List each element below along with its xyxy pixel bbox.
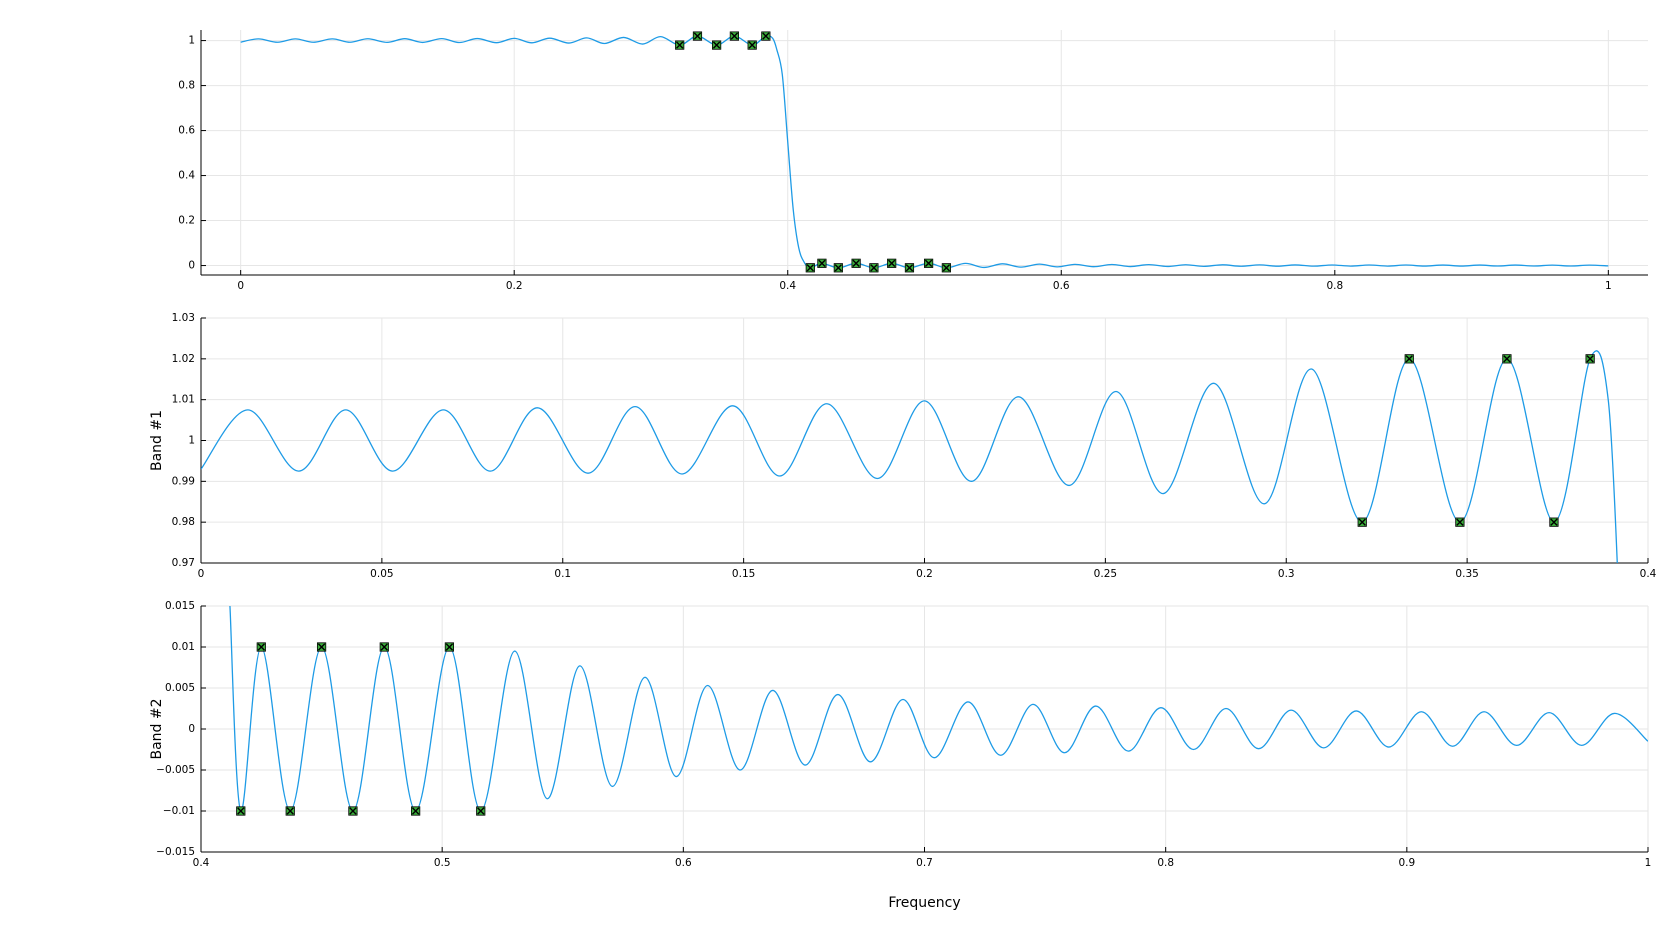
y-tick-label: 1.02	[172, 353, 195, 365]
y-tick-label: −0.01	[163, 805, 195, 817]
subplot: 0 0.2 0.4 0.6 0.8 1 0 0.2 0.4 0.6 0.8 1	[178, 30, 1648, 292]
plot-area	[201, 350, 1618, 563]
marker	[712, 40, 722, 50]
marker	[411, 806, 421, 816]
x-tick-label: 1	[1645, 857, 1652, 869]
marker	[817, 258, 827, 268]
marker	[256, 642, 266, 652]
x-axis-label: Frequency	[888, 895, 960, 911]
y-tick-label: 0.99	[172, 475, 195, 487]
x-tick-label: 0.2	[506, 280, 523, 292]
marker	[747, 40, 757, 50]
marker	[1455, 517, 1465, 527]
marker	[941, 263, 951, 273]
marker	[285, 806, 295, 816]
x-tick-label: 0.25	[1094, 568, 1117, 580]
plot-area	[229, 606, 1648, 812]
x-tick-label: 0	[237, 280, 244, 292]
line	[229, 606, 1648, 812]
x-tick-label: 0.9	[1398, 857, 1415, 869]
subplot: 0 0.05 0.1 0.15 0.2 0.25 0.3 0.35 0.4 0.97 0.98 0.9…	[149, 312, 1657, 580]
y-tick-label: −0.005	[156, 764, 195, 776]
marker	[476, 806, 486, 816]
y-tick-label: 0.015	[165, 600, 195, 612]
marker	[236, 806, 246, 816]
x-tick-label: 0.8	[1157, 857, 1174, 869]
x-tick-label: 0.4	[193, 857, 210, 869]
y-tick-label: 0.01	[172, 641, 195, 653]
y-tick-label: 0	[188, 260, 195, 272]
x-tick-label: 0.8	[1326, 280, 1343, 292]
y-tick-label: 0	[188, 723, 195, 735]
line	[201, 350, 1618, 563]
marker	[924, 258, 934, 268]
marker	[851, 258, 861, 268]
x-tick-label: 0.3	[1278, 568, 1295, 580]
x-tick-label: 0	[198, 568, 205, 580]
y-axis-label: Band #1	[149, 410, 165, 471]
marker	[1357, 517, 1367, 527]
x-tick-label: 0.1	[554, 568, 571, 580]
x-tick-label: 1	[1605, 280, 1612, 292]
marker	[729, 31, 739, 41]
marker	[1404, 354, 1414, 364]
y-tick-label: 0.4	[178, 170, 195, 182]
marker	[348, 806, 358, 816]
marker	[1585, 354, 1595, 364]
marker	[1549, 517, 1559, 527]
x-tick-label: 0.6	[1053, 280, 1070, 292]
x-tick-label: 0.7	[916, 857, 933, 869]
y-tick-label: 0.97	[172, 557, 195, 569]
marker	[904, 263, 915, 273]
y-tick-label: 0.6	[178, 125, 195, 137]
y-tick-label: 0.2	[178, 215, 195, 227]
line	[240, 34, 1609, 269]
marker	[1502, 354, 1512, 364]
x-tick-label: 0.4	[1640, 568, 1657, 580]
y-tick-label: 1	[188, 35, 195, 47]
x-tick-label: 0.15	[732, 568, 755, 580]
marker	[379, 642, 389, 652]
marker	[316, 642, 327, 652]
marker	[833, 263, 843, 273]
y-tick-label: 0.98	[172, 516, 195, 528]
y-tick-label: 1	[188, 435, 195, 447]
y-axis-label: Band #2	[149, 698, 165, 759]
plot-area	[240, 34, 1609, 269]
x-tick-label: 0.35	[1455, 568, 1478, 580]
marker	[675, 40, 685, 50]
x-tick-label: 0.5	[434, 857, 451, 869]
y-tick-label: 1.03	[172, 312, 195, 324]
y-tick-label: 1.01	[172, 394, 195, 406]
marker	[887, 258, 897, 268]
marker	[761, 31, 771, 41]
marker	[805, 263, 815, 273]
y-tick-label: −0.015	[156, 846, 195, 858]
marker	[869, 263, 879, 273]
x-tick-label: 0.6	[675, 857, 692, 869]
subplot: 0.4 0.5 0.6 0.7 0.8 0.9 1 −0.015 −0.01 −0.005 0 0.0…	[149, 600, 1651, 911]
marker	[692, 31, 703, 41]
x-tick-label: 0.2	[916, 568, 933, 580]
marker	[444, 642, 455, 652]
x-tick-label: 0.05	[370, 568, 393, 580]
y-tick-label: 0.005	[165, 682, 195, 694]
y-tick-label: 0.8	[178, 80, 195, 92]
x-tick-label: 0.4	[779, 280, 796, 292]
